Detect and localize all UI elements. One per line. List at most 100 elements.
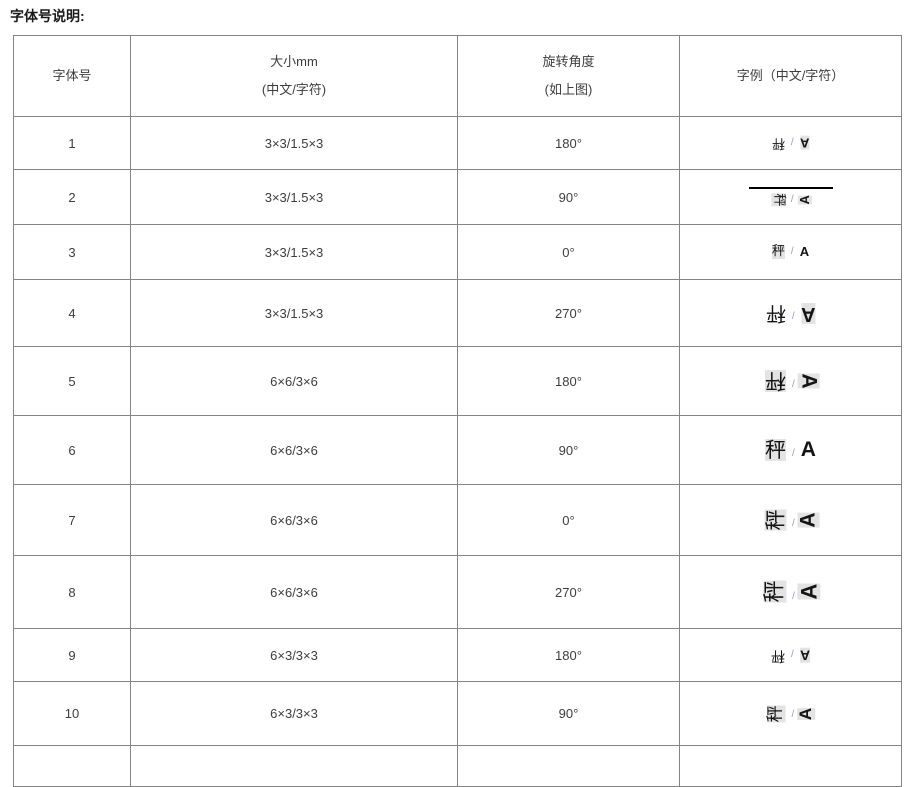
font-no-cell: 2 <box>13 169 131 225</box>
table-body: 1 3×3/1.5×3 180° 秤 / A 2 3×3/1.5×3 90° 秤… <box>13 116 902 787</box>
sample-cell: 秤 / A <box>679 555 902 629</box>
sample-image <box>681 765 901 767</box>
font-size-spec-table: 字体号 大小mm (中文/字符) 旋转角度 (如上图) 字例（中文/字符） 1 … <box>13 35 902 787</box>
header-sample-label: 字例（中文/字符） <box>736 67 845 83</box>
rotation-cell: 180° <box>457 346 680 416</box>
font-no-cell: 8 <box>13 555 131 629</box>
font-no-cell: 9 <box>13 628 131 682</box>
sample-latin-glyph: A <box>799 135 810 151</box>
size-mm-cell: 3×3/1.5×3 <box>130 279 458 347</box>
sample-separator: / <box>790 136 794 148</box>
sample-separator: / <box>791 649 794 661</box>
sample-separator: / <box>792 379 795 391</box>
font-no-cell: 4 <box>13 279 131 347</box>
table-row: 4 3×3/1.5×3 270° 秤 / A <box>13 279 902 347</box>
header-rotation-line1: 旋转角度 <box>542 54 595 70</box>
header-row: 字体号 大小mm (中文/字符) 旋转角度 (如上图) 字例（中文/字符） <box>13 35 902 117</box>
sample-image: 秤 / A <box>681 437 901 462</box>
size-mm-cell: 3×3/1.5×3 <box>130 224 458 280</box>
sample-cell: 秤 / A <box>679 279 902 347</box>
header-rotation: 旋转角度 (如上图) <box>457 35 680 117</box>
size-mm-cell: 6×6/3×6 <box>130 346 458 416</box>
sample-cell: 秤 / A <box>679 224 902 280</box>
font-no-cell: 5 <box>13 346 131 416</box>
sample-chinese-glyph: 秤 <box>762 580 788 604</box>
rotation-cell: 0° <box>457 224 680 280</box>
table-row: 7 6×6/3×6 0° 秤 / A <box>13 484 902 556</box>
sample-image: 秤 / A <box>681 135 901 151</box>
sample-cell: 秤 / A <box>679 415 902 485</box>
font-no-cell <box>13 745 131 787</box>
sample-image: 秤 / A <box>681 580 901 604</box>
table-row <box>13 745 902 787</box>
sample-image: 秤 / A <box>681 705 901 723</box>
sample-chinese-glyph: 秤 <box>765 437 787 462</box>
size-mm-cell <box>130 745 458 787</box>
size-mm-cell: 6×3/3×3 <box>130 681 458 746</box>
sample-image: 秤 / A <box>681 187 901 207</box>
header-sample: 字例（中文/字符） <box>679 35 902 117</box>
sample-chinese-glyph: 秤 <box>771 244 785 260</box>
sample-cell: 秤 / A <box>679 346 902 416</box>
sample-chinese-glyph: 秤 <box>771 193 787 207</box>
table-row: 5 6×6/3×6 180° 秤 / A <box>13 346 902 416</box>
sample-cell: 秤 / A <box>679 681 902 746</box>
table-row: 2 3×3/1.5×3 90° 秤 / A <box>13 169 902 225</box>
sample-latin-glyph: A <box>799 244 810 260</box>
sample-separator: / <box>790 245 794 257</box>
sample-separator: / <box>791 709 795 721</box>
rotation-cell: 0° <box>457 484 680 556</box>
sample-separator: / <box>791 310 795 322</box>
sample-image: 秤 / A <box>681 509 901 531</box>
rotation-cell: 270° <box>457 279 680 347</box>
sample-cell: 秤 / A <box>679 116 902 170</box>
rotation-cell: 180° <box>457 628 680 682</box>
rotation-cell <box>457 745 680 787</box>
size-mm-cell: 3×3/1.5×3 <box>130 169 458 225</box>
sample-latin-glyph: A <box>799 647 810 664</box>
sample-latin-glyph: A <box>800 437 816 461</box>
size-mm-cell: 6×6/3×6 <box>130 484 458 556</box>
table-row: 10 6×3/3×3 90° 秤 / A <box>13 681 902 746</box>
rotation-cell: 180° <box>457 116 680 170</box>
sample-chinese-glyph: 秤 <box>766 705 787 722</box>
sample-chinese-glyph: 秤 <box>765 301 786 326</box>
sample-chinese-glyph: 秤 <box>763 509 788 531</box>
size-mm-cell: 6×6/3×6 <box>130 555 458 629</box>
rotation-cell: 90° <box>457 169 680 225</box>
sample-separator: / <box>792 448 795 460</box>
rotation-cell: 270° <box>457 555 680 629</box>
sample-image: 秤 / A <box>681 647 901 664</box>
sample-latin-glyph: A <box>796 512 820 528</box>
size-mm-cell: 6×3/3×3 <box>130 628 458 682</box>
size-mm-cell: 3×3/1.5×3 <box>130 116 458 170</box>
sample-chinese-glyph: 秤 <box>771 135 785 151</box>
table-row: 9 6×3/3×3 180° 秤 / A <box>13 628 902 682</box>
sample-image: 秤 / A <box>681 301 901 326</box>
header-rotation-line2: (如上图) <box>544 81 593 97</box>
size-mm-cell: 6×6/3×6 <box>130 415 458 485</box>
font-no-cell: 3 <box>13 224 131 280</box>
font-no-cell: 6 <box>13 415 131 485</box>
table-row: 6 6×6/3×6 90° 秤 / A <box>13 415 902 485</box>
header-size-line1: 大小mm <box>270 54 318 70</box>
sample-overline <box>748 187 833 190</box>
sample-image: 秤 / A <box>681 244 901 260</box>
sample-cell: 秤 / A <box>679 169 902 225</box>
font-no-cell: 7 <box>13 484 131 556</box>
sample-latin-glyph: A <box>796 195 812 205</box>
sample-cell: 秤 / A <box>679 628 902 682</box>
font-no-cell: 1 <box>13 116 131 170</box>
sample-chinese-glyph: 秤 <box>771 647 786 664</box>
header-font-no: 字体号 <box>13 35 131 117</box>
header-size-line2: (中文/字符) <box>261 81 327 97</box>
rotation-cell: 90° <box>457 415 680 485</box>
sample-cell <box>679 745 902 787</box>
page-title: 字体号说明: <box>10 8 85 24</box>
sample-image: 秤 / A <box>681 369 901 394</box>
sample-separator: / <box>792 518 795 530</box>
sample-chinese-glyph: 秤 <box>765 369 787 394</box>
sample-separator: / <box>792 590 795 602</box>
header-font-no-label: 字体号 <box>52 67 92 83</box>
font-no-cell: 10 <box>13 681 131 746</box>
